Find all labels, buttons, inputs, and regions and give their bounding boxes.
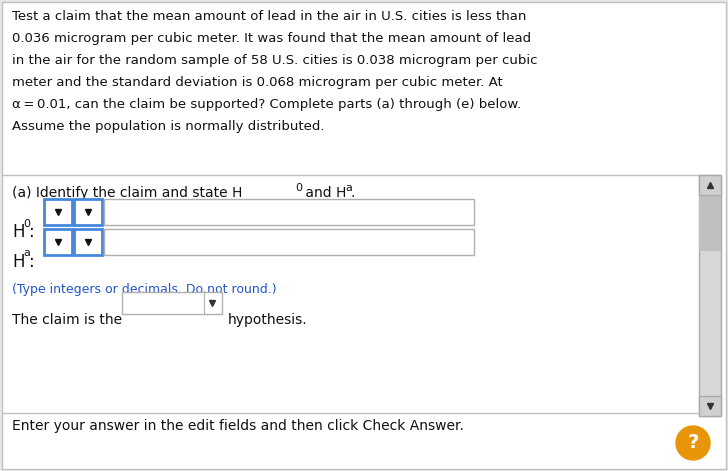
FancyBboxPatch shape: [104, 229, 474, 255]
Text: 0: 0: [295, 183, 302, 193]
Text: H: H: [12, 223, 25, 241]
Text: in the air for the random sample of 58 U.S. cities is 0.038 microgram per cubic: in the air for the random sample of 58 U…: [12, 54, 537, 67]
FancyBboxPatch shape: [104, 199, 474, 225]
Text: The claim is the: The claim is the: [12, 313, 122, 327]
Text: Test a claim that the mean amount of lead in the air in U.S. cities is less than: Test a claim that the mean amount of lea…: [12, 10, 526, 23]
Text: 0.036 microgram per cubic meter. It was found that the mean amount of lead: 0.036 microgram per cubic meter. It was …: [12, 32, 531, 45]
FancyBboxPatch shape: [699, 396, 721, 416]
FancyBboxPatch shape: [699, 175, 721, 416]
Text: a: a: [345, 183, 352, 193]
Text: 0: 0: [23, 219, 30, 229]
FancyBboxPatch shape: [44, 229, 72, 255]
FancyBboxPatch shape: [122, 292, 222, 314]
FancyBboxPatch shape: [699, 175, 721, 195]
Text: (a) Identify the claim and state H: (a) Identify the claim and state H: [12, 186, 242, 200]
Text: hypothesis.: hypothesis.: [228, 313, 308, 327]
Text: (Type integers or decimals. Do not round.): (Type integers or decimals. Do not round…: [12, 283, 277, 296]
Text: .: .: [351, 186, 355, 200]
Text: Assume the population is normally distributed.: Assume the population is normally distri…: [12, 120, 325, 133]
Text: meter and the standard deviation is 0.068 microgram per cubic meter. At: meter and the standard deviation is 0.06…: [12, 76, 503, 89]
Text: :: :: [29, 223, 35, 241]
Text: and H: and H: [301, 186, 347, 200]
Circle shape: [676, 426, 710, 460]
Text: H: H: [12, 253, 25, 271]
FancyBboxPatch shape: [44, 199, 72, 225]
Text: :: :: [29, 253, 35, 271]
Text: a: a: [23, 248, 30, 258]
FancyBboxPatch shape: [699, 176, 721, 251]
Text: ?: ?: [687, 433, 699, 453]
FancyBboxPatch shape: [74, 229, 102, 255]
Text: Enter your answer in the edit fields and then click Check Answer.: Enter your answer in the edit fields and…: [12, 419, 464, 433]
FancyBboxPatch shape: [74, 199, 102, 225]
Text: α = 0.01, can the claim be supported? Complete parts (a) through (e) below.: α = 0.01, can the claim be supported? Co…: [12, 98, 521, 111]
